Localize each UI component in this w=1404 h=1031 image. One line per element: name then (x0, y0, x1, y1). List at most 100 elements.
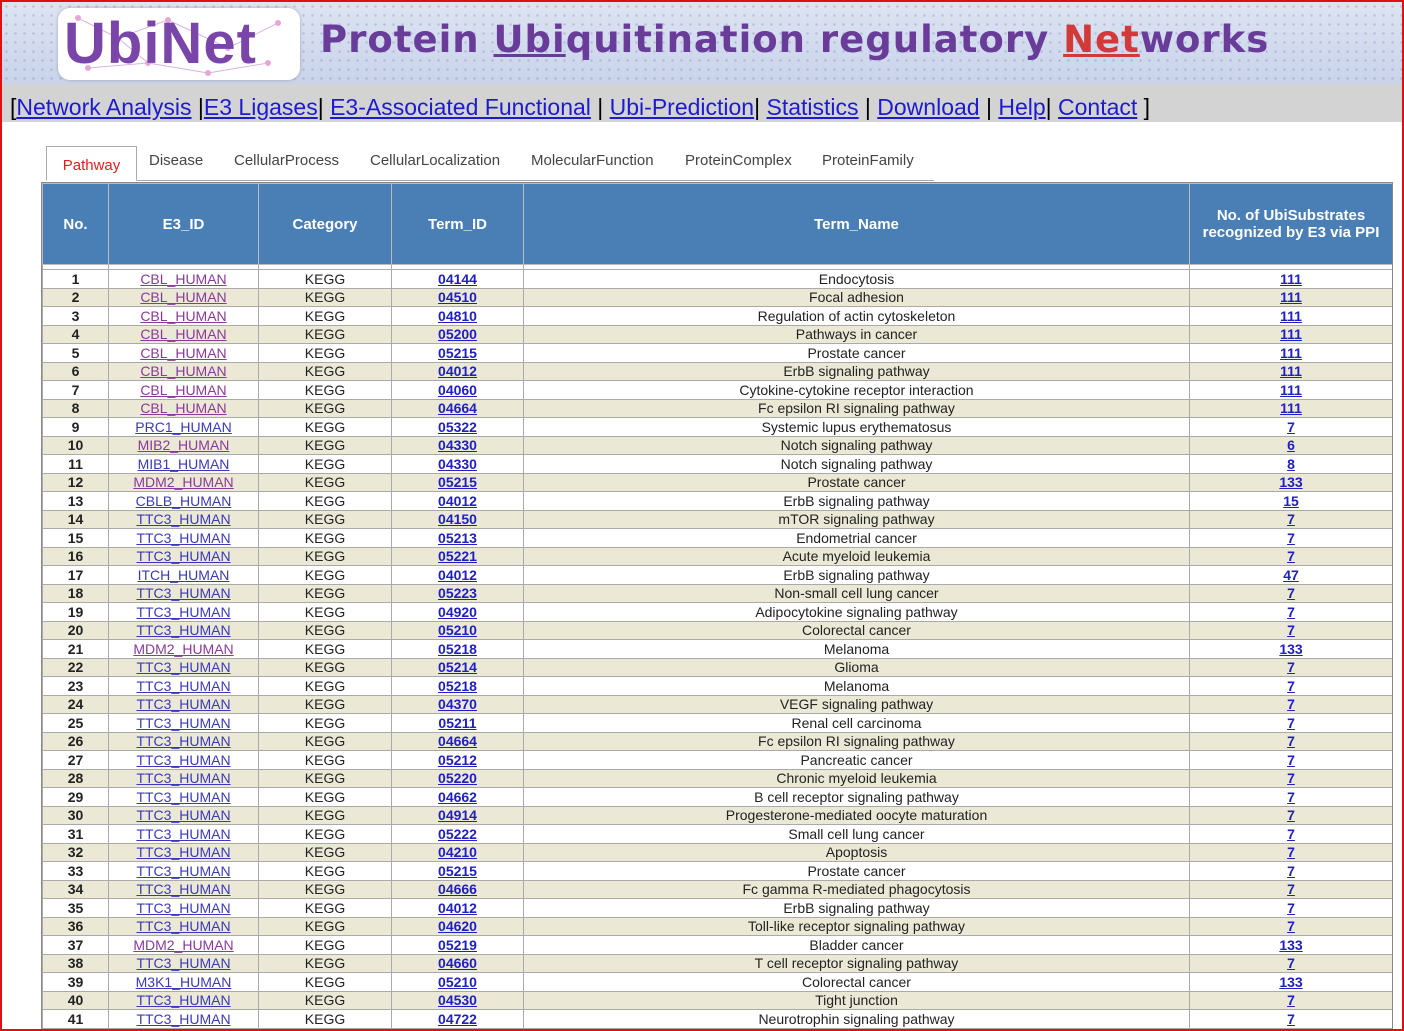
nav-e3-associated-functional[interactable]: E3-Associated Functional (330, 94, 591, 120)
substrate-count-link[interactable]: 7 (1287, 955, 1295, 972)
e3-id-link[interactable]: TTC3_HUMAN (136, 788, 231, 805)
e3-id-link[interactable]: MIB2_HUMAN (137, 437, 230, 454)
e3-id-link[interactable]: TTC3_HUMAN (136, 992, 231, 1009)
term-id-link[interactable]: 05215 (438, 344, 477, 361)
e3-id-link[interactable]: TTC3_HUMAN (136, 899, 231, 916)
e3-id-link[interactable]: CBL_HUMAN (140, 270, 227, 287)
term-id-link[interactable]: 05212 (438, 751, 477, 768)
substrate-count-link[interactable]: 7 (1287, 418, 1295, 435)
substrate-count-link[interactable]: 7 (1287, 659, 1295, 676)
term-id-link[interactable]: 04810 (438, 307, 477, 324)
substrate-count-link[interactable]: 7 (1287, 714, 1295, 731)
substrate-count-link[interactable]: 7 (1287, 881, 1295, 898)
e3-id-link[interactable]: TTC3_HUMAN (136, 825, 231, 842)
e3-id-link[interactable]: TTC3_HUMAN (136, 862, 231, 879)
term-id-link[interactable]: 04144 (438, 270, 477, 287)
term-id-link[interactable]: 04620 (438, 918, 477, 935)
substrate-count-link[interactable]: 8 (1287, 455, 1295, 472)
term-id-link[interactable]: 05218 (438, 640, 477, 657)
e3-id-link[interactable]: TTC3_HUMAN (136, 844, 231, 861)
term-id-link[interactable]: 04150 (438, 511, 477, 528)
term-id-link[interactable]: 05211 (438, 714, 477, 731)
substrate-count-link[interactable]: 7 (1287, 677, 1295, 694)
term-id-link[interactable]: 04920 (438, 603, 477, 620)
term-id-link[interactable]: 04012 (438, 492, 477, 509)
e3-id-link[interactable]: TTC3_HUMAN (136, 955, 231, 972)
term-id-link[interactable]: 05220 (438, 770, 477, 787)
col-header-substrate-count[interactable]: No. of UbiSubstrates recognized by E3 vi… (1189, 183, 1392, 265)
nav-ubi-prediction[interactable]: Ubi-Prediction (609, 94, 755, 120)
substrate-count-link[interactable]: 47 (1283, 566, 1299, 583)
term-id-link[interactable]: 04666 (438, 881, 477, 898)
term-id-link[interactable]: 05221 (438, 548, 477, 565)
substrate-count-link[interactable]: 7 (1287, 825, 1295, 842)
substrate-count-link[interactable]: 7 (1287, 807, 1295, 824)
e3-id-link[interactable]: MDM2_HUMAN (133, 936, 234, 953)
term-id-link[interactable]: 04664 (438, 400, 477, 417)
substrate-count-link[interactable]: 7 (1287, 548, 1295, 565)
substrate-count-link[interactable]: 7 (1287, 585, 1295, 602)
e3-id-link[interactable]: MDM2_HUMAN (133, 640, 234, 657)
substrate-count-link[interactable]: 111 (1280, 289, 1302, 306)
e3-id-link[interactable]: CBLB_HUMAN (135, 492, 232, 509)
substrate-count-link[interactable]: 15 (1283, 492, 1299, 509)
col-header-term-name[interactable]: Term_Name (523, 183, 1190, 265)
e3-id-link[interactable]: TTC3_HUMAN (136, 1010, 231, 1027)
term-id-link[interactable]: 05222 (438, 825, 477, 842)
tab-protein-family[interactable]: ProteinFamily (822, 152, 914, 169)
e3-id-link[interactable]: TTC3_HUMAN (136, 511, 231, 528)
substrate-count-link[interactable]: 7 (1287, 733, 1295, 750)
term-id-link[interactable]: 04510 (438, 289, 477, 306)
col-header-category[interactable]: Category (258, 183, 392, 265)
substrate-count-link[interactable]: 133 (1279, 936, 1303, 953)
ubinet-logo[interactable]: UbiNet (58, 8, 300, 80)
tab-protein-complex[interactable]: ProteinComplex (685, 152, 792, 169)
e3-id-link[interactable]: TTC3_HUMAN (136, 714, 231, 731)
substrate-count-link[interactable]: 111 (1280, 363, 1302, 380)
nav-network-analysis[interactable]: Network Analysis (16, 94, 192, 120)
term-id-link[interactable]: 05210 (438, 973, 477, 990)
term-id-link[interactable]: 04722 (438, 1010, 477, 1027)
e3-id-link[interactable]: PRC1_HUMAN (135, 418, 232, 435)
term-id-link[interactable]: 04012 (438, 899, 477, 916)
e3-id-link[interactable]: TTC3_HUMAN (136, 585, 231, 602)
tab-pathway[interactable]: Pathway (46, 146, 137, 181)
e3-id-link[interactable]: TTC3_HUMAN (136, 881, 231, 898)
term-id-link[interactable]: 05215 (438, 862, 477, 879)
nav-download[interactable]: Download (877, 94, 980, 120)
e3-id-link[interactable]: TTC3_HUMAN (136, 622, 231, 639)
e3-id-link[interactable]: TTC3_HUMAN (136, 751, 231, 768)
e3-id-link[interactable]: M3K1_HUMAN (135, 973, 232, 990)
e3-id-link[interactable]: ITCH_HUMAN (137, 566, 230, 583)
term-id-link[interactable]: 05210 (438, 622, 477, 639)
term-id-link[interactable]: 04530 (438, 992, 477, 1009)
substrate-count-link[interactable]: 133 (1279, 474, 1303, 491)
e3-id-link[interactable]: CBL_HUMAN (140, 326, 227, 343)
substrate-count-link[interactable]: 7 (1287, 1010, 1295, 1027)
substrate-count-link[interactable]: 7 (1287, 844, 1295, 861)
substrate-count-link[interactable]: 111 (1280, 344, 1302, 361)
term-id-link[interactable]: 05218 (438, 677, 477, 694)
substrate-count-link[interactable]: 133 (1279, 973, 1303, 990)
e3-id-link[interactable]: TTC3_HUMAN (136, 548, 231, 565)
e3-id-link[interactable]: TTC3_HUMAN (136, 696, 231, 713)
term-id-link[interactable]: 05215 (438, 474, 477, 491)
substrate-count-link[interactable]: 111 (1280, 326, 1302, 343)
e3-id-link[interactable]: TTC3_HUMAN (136, 659, 231, 676)
substrate-count-link[interactable]: 7 (1287, 622, 1295, 639)
substrate-count-link[interactable]: 7 (1287, 603, 1295, 620)
substrate-count-link[interactable]: 6 (1287, 437, 1295, 454)
substrate-count-link[interactable]: 133 (1279, 640, 1303, 657)
e3-id-link[interactable]: TTC3_HUMAN (136, 733, 231, 750)
term-id-link[interactable]: 05219 (438, 936, 477, 953)
term-id-link[interactable]: 04914 (438, 807, 477, 824)
term-id-link[interactable]: 04012 (438, 363, 477, 380)
term-id-link[interactable]: 04060 (438, 381, 477, 398)
substrate-count-link[interactable]: 111 (1280, 307, 1302, 324)
term-id-link[interactable]: 04660 (438, 955, 477, 972)
e3-id-link[interactable]: CBL_HUMAN (140, 344, 227, 361)
nav-contact[interactable]: Contact (1058, 94, 1138, 120)
e3-id-link[interactable]: CBL_HUMAN (140, 400, 227, 417)
substrate-count-link[interactable]: 7 (1287, 862, 1295, 879)
e3-id-link[interactable]: TTC3_HUMAN (136, 918, 231, 935)
